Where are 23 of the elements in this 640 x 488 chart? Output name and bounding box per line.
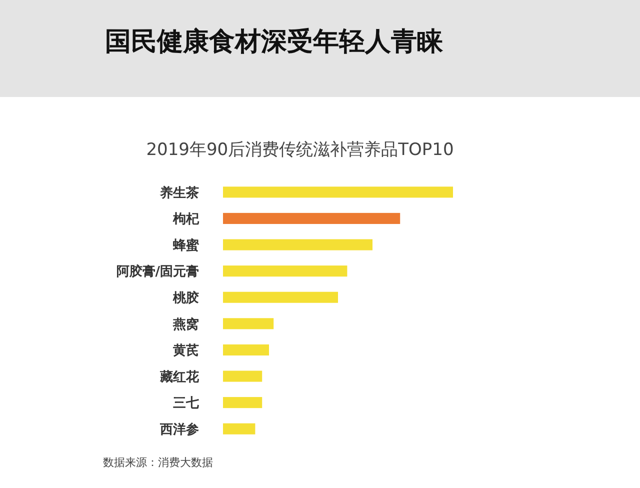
y-tick-label: 三七: [173, 396, 199, 412]
bar: [223, 239, 372, 250]
bar: [223, 370, 262, 382]
bar: [223, 344, 269, 356]
bar: [223, 318, 274, 330]
source-note: 数据来源：消费大数据: [103, 456, 213, 469]
bar: [223, 423, 256, 434]
chart-title: 国民健康食材深受年轻人青睐: [105, 27, 444, 57]
y-tick-label: 桃胶: [172, 290, 199, 306]
bar: [223, 292, 338, 303]
y-tick-label: 燕窝: [172, 316, 199, 332]
bar: [223, 212, 400, 224]
y-tick-label: 藏红花: [159, 368, 200, 385]
bar: [223, 397, 262, 408]
chart-subtitle: 2019年90后消费传统滋补营养品TOP10: [146, 140, 454, 160]
bar: [223, 266, 348, 277]
y-tick-label: 阿胶膏/固元膏: [116, 264, 199, 280]
y-tick-label: 养生茶: [159, 184, 199, 201]
y-tick-label: 枸杞: [172, 212, 200, 228]
bar: [223, 186, 453, 198]
y-tick-label: 蜂蜜: [172, 237, 200, 254]
y-tick-label: 西洋参: [159, 422, 199, 438]
y-tick-label: 黄芪: [172, 342, 199, 359]
